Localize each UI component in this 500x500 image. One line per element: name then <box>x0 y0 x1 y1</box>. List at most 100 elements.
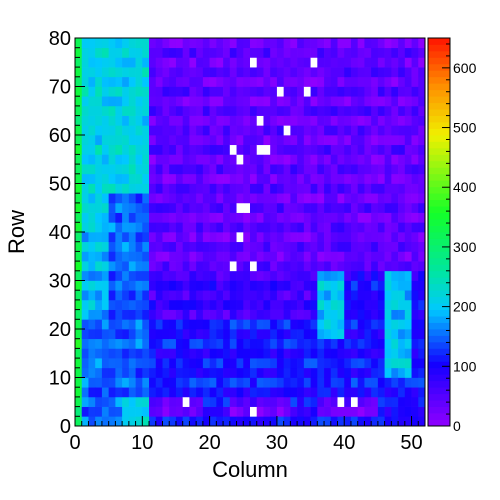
heatmap-cell <box>350 96 359 107</box>
heatmap-cell <box>337 358 345 369</box>
heatmap-cell <box>297 290 305 301</box>
heatmap-cell <box>324 338 332 349</box>
heatmap-cell <box>324 387 332 398</box>
heatmap-cell <box>122 38 130 49</box>
heatmap-cell <box>250 173 258 184</box>
heatmap-cell <box>250 38 258 49</box>
heatmap-cell <box>81 319 89 330</box>
heatmap-cell <box>155 105 163 116</box>
heatmap-cell <box>317 96 325 107</box>
heatmap-cell <box>142 193 150 204</box>
heatmap-cell <box>310 387 318 398</box>
heatmap-cell <box>196 125 204 136</box>
heatmap-cell <box>418 377 426 388</box>
heatmap-cell <box>297 96 305 107</box>
heatmap-cell <box>256 367 264 378</box>
heatmap-cell <box>290 115 298 126</box>
heatmap-cell <box>324 135 332 146</box>
heatmap-cell <box>135 86 143 97</box>
heatmap-cell <box>324 377 332 388</box>
heatmap-cell <box>290 416 298 427</box>
heatmap-cell <box>81 76 89 87</box>
heatmap-cell <box>236 299 244 310</box>
heatmap-cell <box>371 76 379 87</box>
heatmap-cell <box>263 232 271 243</box>
heatmap-cell <box>175 67 184 78</box>
heatmap-cell <box>256 115 264 126</box>
heatmap-cell <box>317 261 325 272</box>
heatmap-cell <box>115 193 123 204</box>
heatmap-cell <box>128 309 136 320</box>
heatmap-cell <box>337 76 345 87</box>
heatmap-cell <box>297 358 305 369</box>
heatmap-cell <box>371 96 379 107</box>
heatmap-cell <box>229 261 237 272</box>
heatmap-cell <box>263 309 271 320</box>
heatmap-cell <box>350 183 359 194</box>
heatmap-cell <box>88 338 96 349</box>
heatmap-cell <box>229 125 237 136</box>
heatmap-cell <box>202 299 210 310</box>
heatmap-cell <box>81 358 89 369</box>
heatmap-cell <box>155 96 163 107</box>
heatmap-cell <box>310 154 318 165</box>
heatmap-cell <box>155 280 163 291</box>
heatmap-cell <box>115 76 123 87</box>
heatmap-cell <box>411 377 419 388</box>
heatmap-cell <box>324 232 332 243</box>
heatmap-cell <box>344 319 352 330</box>
heatmap-cell <box>371 38 379 49</box>
heatmap-cell <box>384 329 392 340</box>
heatmap-cell <box>303 202 311 213</box>
heatmap-cell <box>404 173 412 184</box>
heatmap-cell <box>350 38 359 49</box>
heatmap-cell <box>364 67 372 78</box>
heatmap-cell <box>317 406 325 417</box>
heatmap-cell <box>223 338 231 349</box>
heatmap-cell <box>256 164 264 175</box>
heatmap-cell <box>270 193 278 204</box>
heatmap-cell <box>162 57 170 68</box>
heatmap-cell <box>155 329 163 340</box>
heatmap-cell <box>209 164 217 175</box>
heatmap-cell <box>297 280 305 291</box>
heatmap-cell <box>290 183 298 194</box>
heatmap-cell <box>344 67 352 78</box>
heatmap-cell <box>270 38 278 49</box>
heatmap-cell <box>202 154 210 165</box>
heatmap-cell <box>250 251 258 262</box>
heatmap-cell <box>81 57 89 68</box>
z-tick-label: 300 <box>453 239 477 255</box>
heatmap-cell <box>81 280 89 291</box>
heatmap-cell <box>236 232 244 243</box>
heatmap-cell <box>142 261 150 272</box>
heatmap-cell <box>135 125 143 136</box>
heatmap-cell <box>155 387 163 398</box>
heatmap-cell <box>162 280 170 291</box>
heatmap-cell <box>149 154 157 165</box>
heatmap-cell <box>391 261 399 272</box>
heatmap-cell <box>290 261 298 272</box>
heatmap-cell <box>418 86 426 97</box>
heatmap-cell <box>95 183 103 194</box>
heatmap-cell <box>303 57 311 68</box>
heatmap-cell <box>404 38 412 49</box>
heatmap-cell <box>250 367 258 378</box>
heatmap-cell <box>276 280 284 291</box>
heatmap-cell <box>371 57 379 68</box>
heatmap-cell <box>243 270 251 281</box>
heatmap-cell <box>357 232 365 243</box>
heatmap-cell <box>122 125 130 136</box>
heatmap-cell <box>303 377 311 388</box>
heatmap-cell <box>223 164 231 175</box>
heatmap-cell <box>303 241 311 252</box>
heatmap-cell <box>411 135 419 146</box>
heatmap-cell <box>364 135 372 146</box>
heatmap-cell <box>182 135 190 146</box>
heatmap-cell <box>223 154 231 165</box>
heatmap-cell <box>250 358 258 369</box>
heatmap-cell <box>350 309 359 320</box>
heatmap-cell <box>364 329 372 340</box>
heatmap-cell <box>418 115 426 126</box>
